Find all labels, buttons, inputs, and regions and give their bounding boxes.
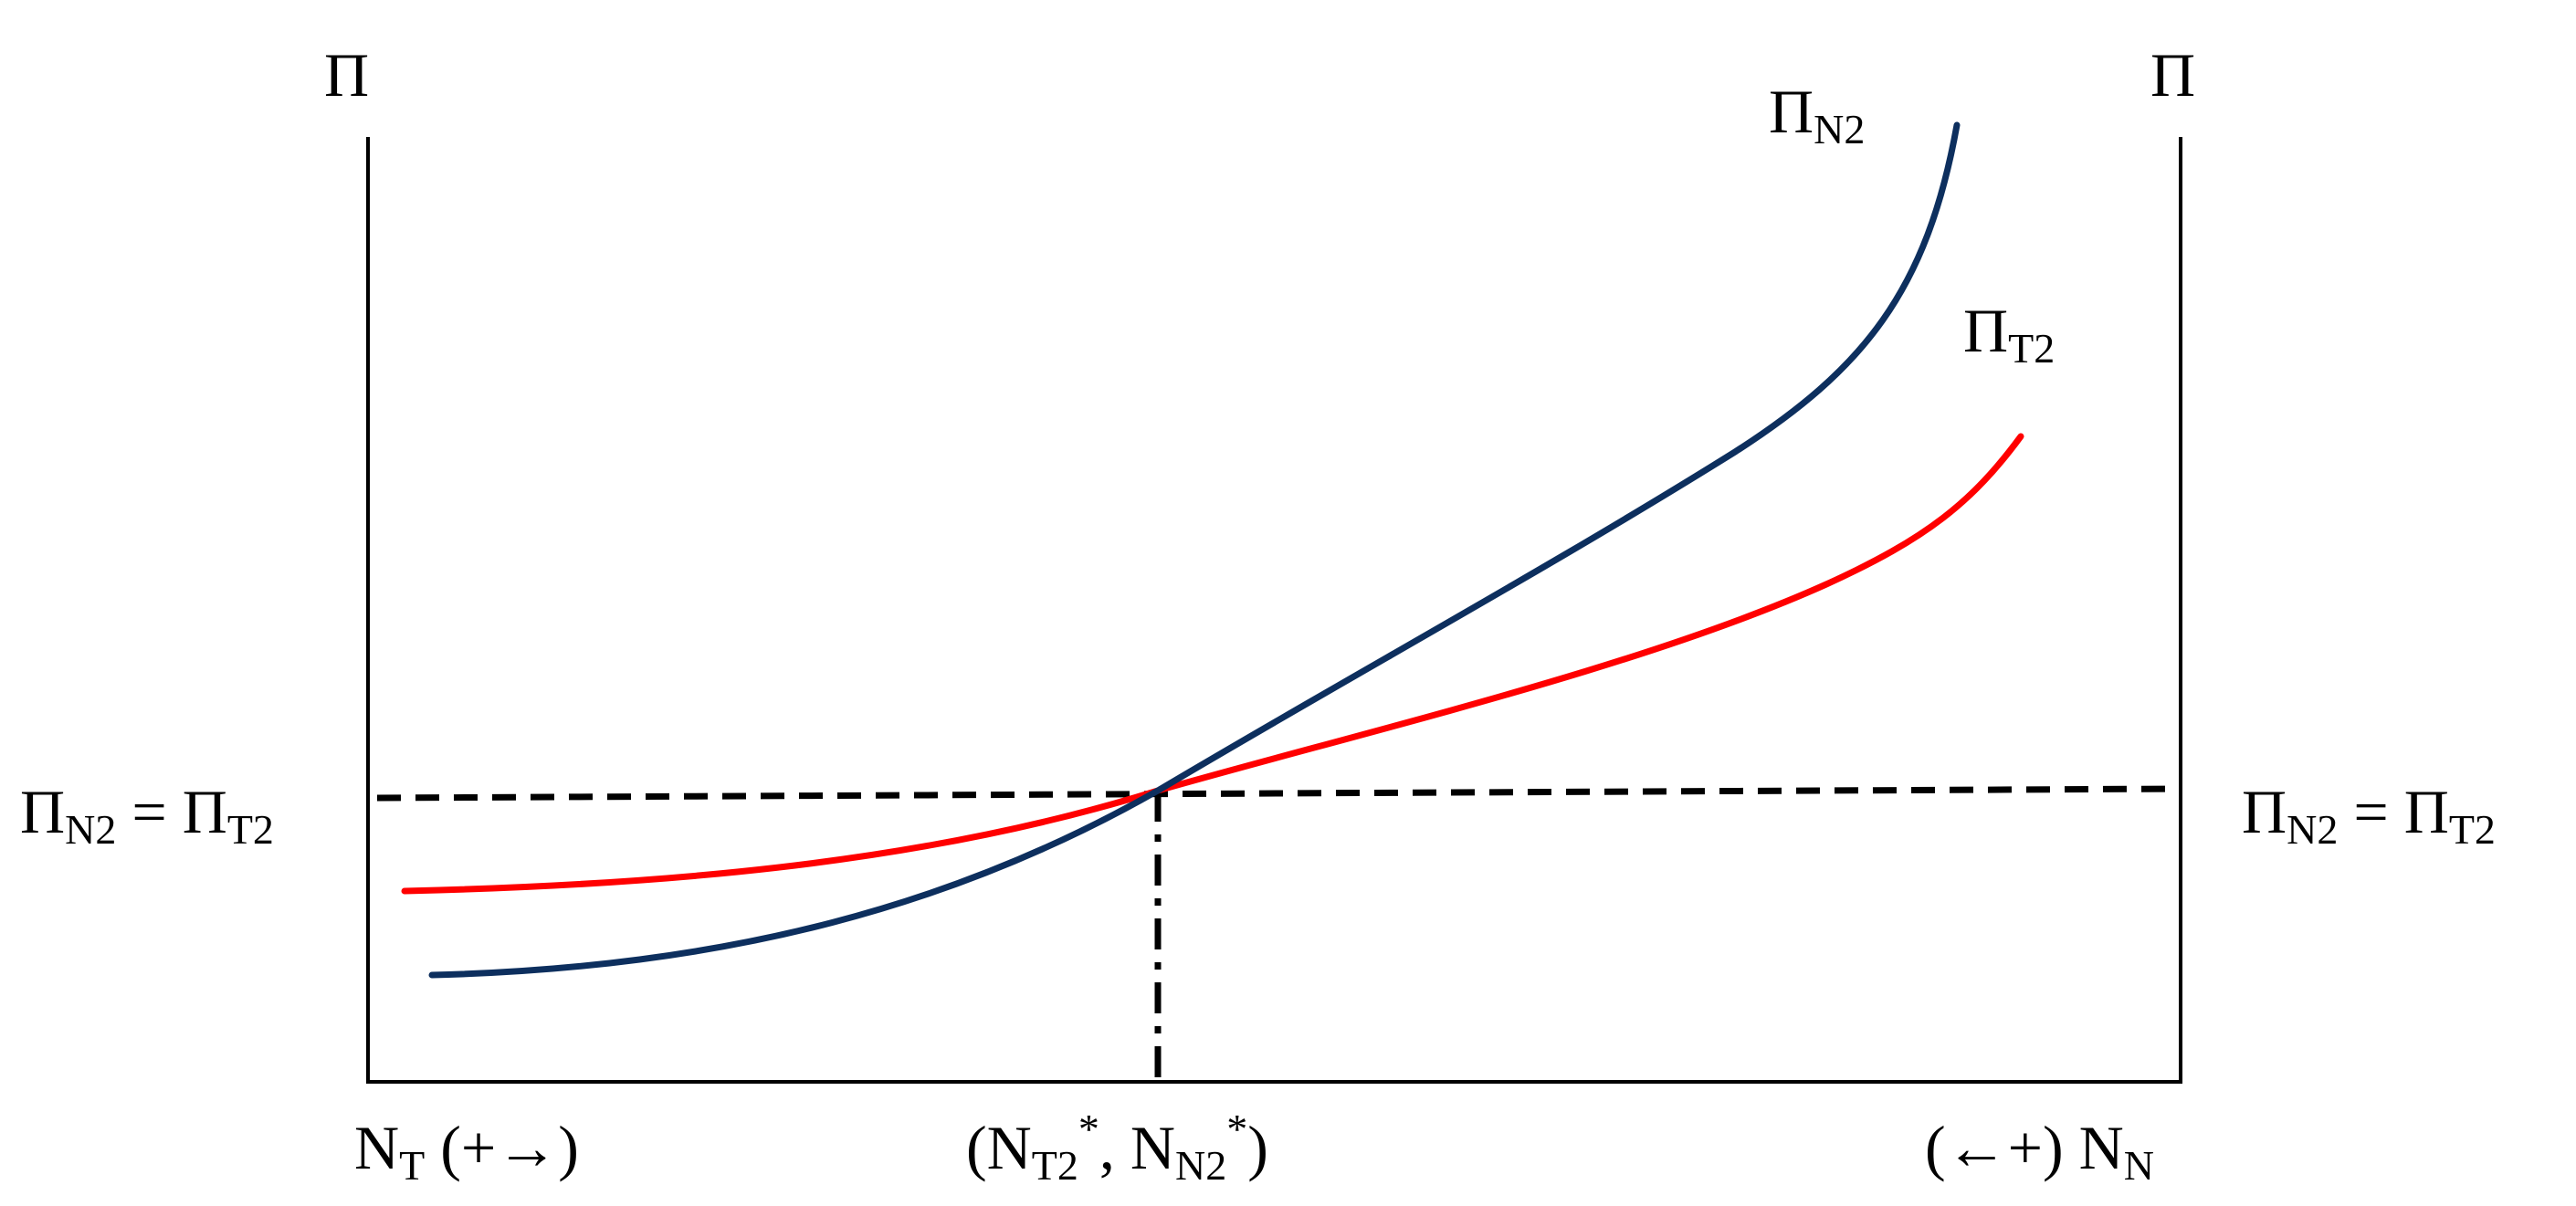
left-origin-suffix: (+→) [425, 1113, 579, 1182]
right-origin-prefix: (←+) [1925, 1113, 2079, 1182]
equality-label-left: ΠN2 = ΠT2 [20, 777, 274, 853]
eqm-sep: , [1099, 1113, 1130, 1182]
eq-left-b-base: Π [183, 777, 227, 846]
eqm-second-sub: N2 [1175, 1142, 1226, 1189]
curve-label-pi-n2-sub: N2 [1814, 106, 1865, 152]
equality-dashed-line [376, 785, 2182, 802]
equality-label-right: ΠN2 = ΠT2 [2242, 777, 2496, 853]
left-axis-label: Π [324, 40, 369, 110]
left-origin-base: N [354, 1113, 399, 1182]
curve-label-pi-t2-sub: T2 [2008, 325, 2055, 372]
eqm-second-sup: * [1226, 1106, 1247, 1152]
left-origin-label: NT (+→) [354, 1113, 579, 1189]
curve-label-pi-n2: ΠN2 [1769, 77, 1865, 152]
eq-right-b-sub: T2 [2449, 806, 2496, 853]
eq-left-a-sub: N2 [65, 806, 116, 853]
eqm-first-base: N [987, 1113, 1032, 1182]
eq-right-eq: = [2338, 777, 2403, 846]
curve-label-pi-t2: ΠT2 [1963, 296, 2055, 372]
right-origin-label: (←+) NN [1925, 1113, 2154, 1189]
eqm-second-base: N [1130, 1113, 1175, 1182]
eq-right-b-base: Π [2404, 777, 2449, 846]
eq-right-a-base: Π [2242, 777, 2287, 846]
eq-left-eq: = [116, 777, 182, 846]
right-origin-base: N [2079, 1113, 2124, 1182]
curve-pi-n2 [428, 121, 1961, 979]
curve-label-pi-n2-base: Π [1769, 77, 1814, 146]
eqm-first-sup: * [1078, 1106, 1099, 1152]
eq-right-a-sub: N2 [2287, 806, 2338, 853]
eqm-first-sub: T2 [1032, 1142, 1078, 1189]
eqm-open: ( [966, 1113, 987, 1182]
equilibrium-label: (NT2*, NN2*) [966, 1106, 1268, 1189]
eqm-close: ) [1247, 1113, 1268, 1182]
left-origin-sub: T [399, 1142, 425, 1189]
curve-label-pi-t2-base: Π [1963, 296, 2008, 365]
eq-left-b-sub: T2 [227, 806, 274, 853]
right-axis-label: Π [2150, 40, 2195, 110]
eq-left-a-base: Π [20, 777, 65, 846]
curve-pi-t2 [401, 433, 2024, 895]
right-origin-sub: N [2124, 1142, 2154, 1189]
